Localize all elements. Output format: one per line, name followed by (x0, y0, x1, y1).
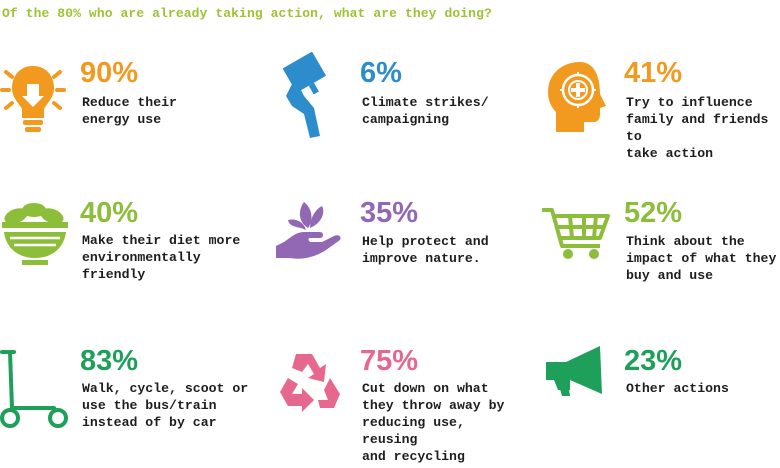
action-item-transport: 83% Walk, cycle, scoot or use the bus/tr… (0, 342, 250, 462)
action-description: Help protect and improve nature. (362, 234, 489, 266)
percent-value: 52% (624, 197, 683, 229)
action-description: Climate strikes/ campaigning (362, 95, 489, 127)
action-item-waste: 75% Cut down on what they throw away by … (270, 342, 520, 464)
action-item-purchasing: 52% Think about the impact of what they … (540, 192, 780, 312)
action-description: Other actions (626, 381, 729, 396)
action-description: Think about the impact of what they buy … (626, 234, 777, 283)
percent-value: 35% (360, 197, 419, 229)
percent-value: 23% (624, 345, 683, 377)
hand-leaf-icon (270, 192, 348, 292)
action-item-other: 23% Other actions (540, 342, 780, 462)
action-description: Cut down on what they throw away by redu… (362, 381, 505, 464)
action-item-energy: 90% Reduce their energy use (0, 52, 250, 172)
action-item-strikes: 6% Climate strikes/ campaigning (270, 52, 520, 172)
action-item-nature: 35% Help protect and improve nature. (270, 192, 520, 312)
page-title: Of the 80% who are already taking action… (2, 6, 492, 21)
percent-value: 90% (80, 57, 139, 89)
recycle-icon (270, 342, 348, 442)
scooter-icon (0, 342, 78, 442)
percent-value: 40% (80, 197, 139, 229)
megaphone-icon (540, 342, 618, 442)
action-description: Make their diet more environmentally fri… (82, 233, 241, 282)
placard-icon (270, 52, 348, 152)
shopping-cart-icon (540, 192, 618, 292)
action-description: Reduce their energy use (82, 95, 177, 127)
action-item-influence: 41% Try to influence family and friends … (540, 52, 780, 172)
percent-value: 41% (624, 57, 683, 89)
action-item-diet: 40% Make their diet more environmentally… (0, 192, 250, 312)
percent-value: 83% (80, 345, 139, 377)
head-brain-icon (540, 52, 618, 152)
percent-value: 75% (360, 345, 419, 377)
salad-bowl-icon (0, 192, 78, 292)
action-description: Try to influence family and friends to t… (626, 95, 769, 161)
percent-value: 6% (360, 57, 402, 89)
lightbulb-icon (0, 52, 78, 152)
action-description: Walk, cycle, scoot or use the bus/train … (82, 381, 249, 430)
